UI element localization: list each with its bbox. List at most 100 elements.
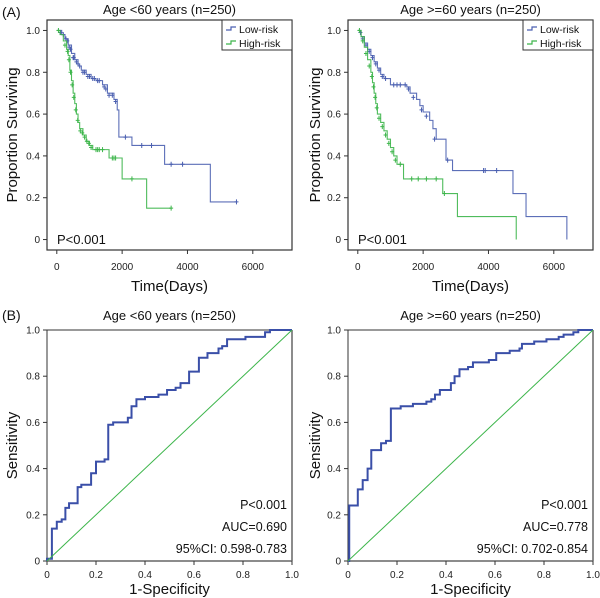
stat-text: P<0.001 (240, 498, 287, 512)
censor-mark (113, 99, 118, 105)
survival-curve (56, 29, 172, 209)
x-tick-label: 0.8 (537, 570, 551, 581)
y-tick-label: 0.6 (26, 110, 40, 121)
censor-mark (139, 142, 144, 148)
censor-mark (363, 50, 368, 56)
censor-mark (373, 94, 378, 100)
y-axis-label: Proportion Surviving (4, 67, 21, 202)
censor-mark (419, 107, 424, 113)
y-tick-label: 1.0 (327, 326, 341, 337)
censor-mark (483, 168, 488, 174)
series-reference (347, 329, 594, 562)
censor-mark (424, 176, 429, 182)
y-tick-label: 0.4 (26, 464, 40, 475)
x-axis-label: Time(Days) (131, 278, 208, 295)
p-value-annotation: P<0.001 (358, 232, 407, 247)
legend-label: Low-risk (540, 24, 580, 36)
censor-mark (377, 115, 382, 121)
x-tick-label: 1.0 (586, 570, 600, 581)
y-tick-label: 0.4 (327, 464, 341, 475)
y-tick-label: 0.6 (26, 418, 40, 429)
censor-mark (75, 117, 80, 123)
censor-mark (149, 142, 154, 148)
series-high-risk (56, 27, 174, 211)
x-tick-label: 0 (355, 262, 361, 273)
y-axis-label: Sensitivity (4, 411, 21, 479)
censor-mark (70, 82, 75, 88)
censor-mark (411, 94, 416, 100)
reference-line (347, 329, 594, 562)
panel-label-a: (A) (2, 4, 21, 20)
plot-frame (46, 19, 293, 251)
x-tick-label: 0.4 (439, 570, 453, 581)
censor-mark (110, 92, 115, 98)
x-tick-label: 0.8 (236, 570, 250, 581)
series-roc (46, 329, 292, 561)
censor-mark (77, 63, 82, 69)
y-tick-label: 0 (335, 557, 341, 568)
y-tick-label: 0.8 (327, 372, 341, 383)
y-tick-label: 0.2 (327, 510, 341, 521)
legend-swatch (527, 40, 537, 45)
censor-mark (71, 94, 76, 100)
censor-mark (377, 67, 382, 73)
reference-line (46, 329, 293, 562)
x-tick-label: 2000 (412, 262, 435, 273)
series-low-risk (56, 29, 239, 205)
censor-mark (406, 86, 411, 92)
censor-mark (86, 140, 91, 146)
y-tick-label: 0.2 (327, 193, 341, 204)
censor-mark (383, 132, 388, 138)
x-tick-label: 0 (54, 262, 60, 273)
y-tick-label: 0.4 (327, 151, 341, 162)
series-reference (46, 329, 293, 562)
censor-mark (73, 107, 78, 113)
survival-curve (357, 29, 568, 240)
legend-swatch (226, 26, 236, 31)
censor-mark (180, 161, 185, 167)
legend: Low-risk High-risk (522, 19, 594, 51)
censor-mark (82, 134, 87, 140)
censor-mark (89, 145, 94, 151)
x-tick-label: 0.2 (390, 570, 404, 581)
chart-roc-young: Age <60 years (n=250) 0 0.2 0.4 0.6 0.8 1.0 0 0.… (4, 308, 299, 598)
censor-mark (129, 176, 134, 182)
censor-mark (398, 161, 403, 167)
chart-title: Age <60 years (n=250) (103, 308, 236, 323)
y-tick-label: 1.0 (327, 26, 341, 37)
legend-box (522, 19, 594, 51)
chart-title: Age >=60 years (n=250) (400, 2, 541, 17)
x-tick-label: 6000 (242, 262, 265, 273)
y-tick-label: 0.4 (26, 151, 40, 162)
x-tick-label: 0.2 (89, 570, 103, 581)
censor-mark (68, 69, 73, 75)
legend: Low-risk High-risk (221, 19, 293, 51)
x-tick-label: 0.6 (187, 570, 201, 581)
censor-mark (403, 82, 408, 88)
censor-mark (360, 38, 365, 44)
legend-label: Low-risk (239, 24, 279, 36)
y-axis-label: Proportion Surviving (307, 67, 324, 202)
censor-mark (82, 69, 87, 75)
censor-mark (97, 78, 102, 84)
censor-mark (398, 82, 403, 88)
x-tick-label: 2000 (111, 262, 134, 273)
censor-mark (71, 55, 76, 61)
censor-mark (113, 155, 118, 161)
y-tick-label: 1.0 (26, 326, 40, 337)
chart-km-old: Age >=60 years (n=250) 0 0.2 0.4 0.6 0.8 1.0 0 2… (307, 2, 594, 295)
x-tick-label: 0 (345, 570, 351, 581)
legend-box (221, 19, 293, 51)
y-tick-label: 0.6 (327, 110, 341, 121)
censor-mark (432, 136, 437, 142)
stat-text: 95%CI: 0.702-0.854 (477, 542, 588, 556)
roc-curve (348, 329, 593, 562)
x-axis-label: 1-Specificity (129, 581, 210, 598)
censor-mark (390, 149, 395, 155)
roc-curve (46, 329, 292, 561)
p-value-annotation: P<0.001 (57, 232, 106, 247)
censor-mark (494, 168, 499, 174)
censor-mark (409, 176, 414, 182)
y-axis-label: Sensitivity (307, 411, 324, 479)
